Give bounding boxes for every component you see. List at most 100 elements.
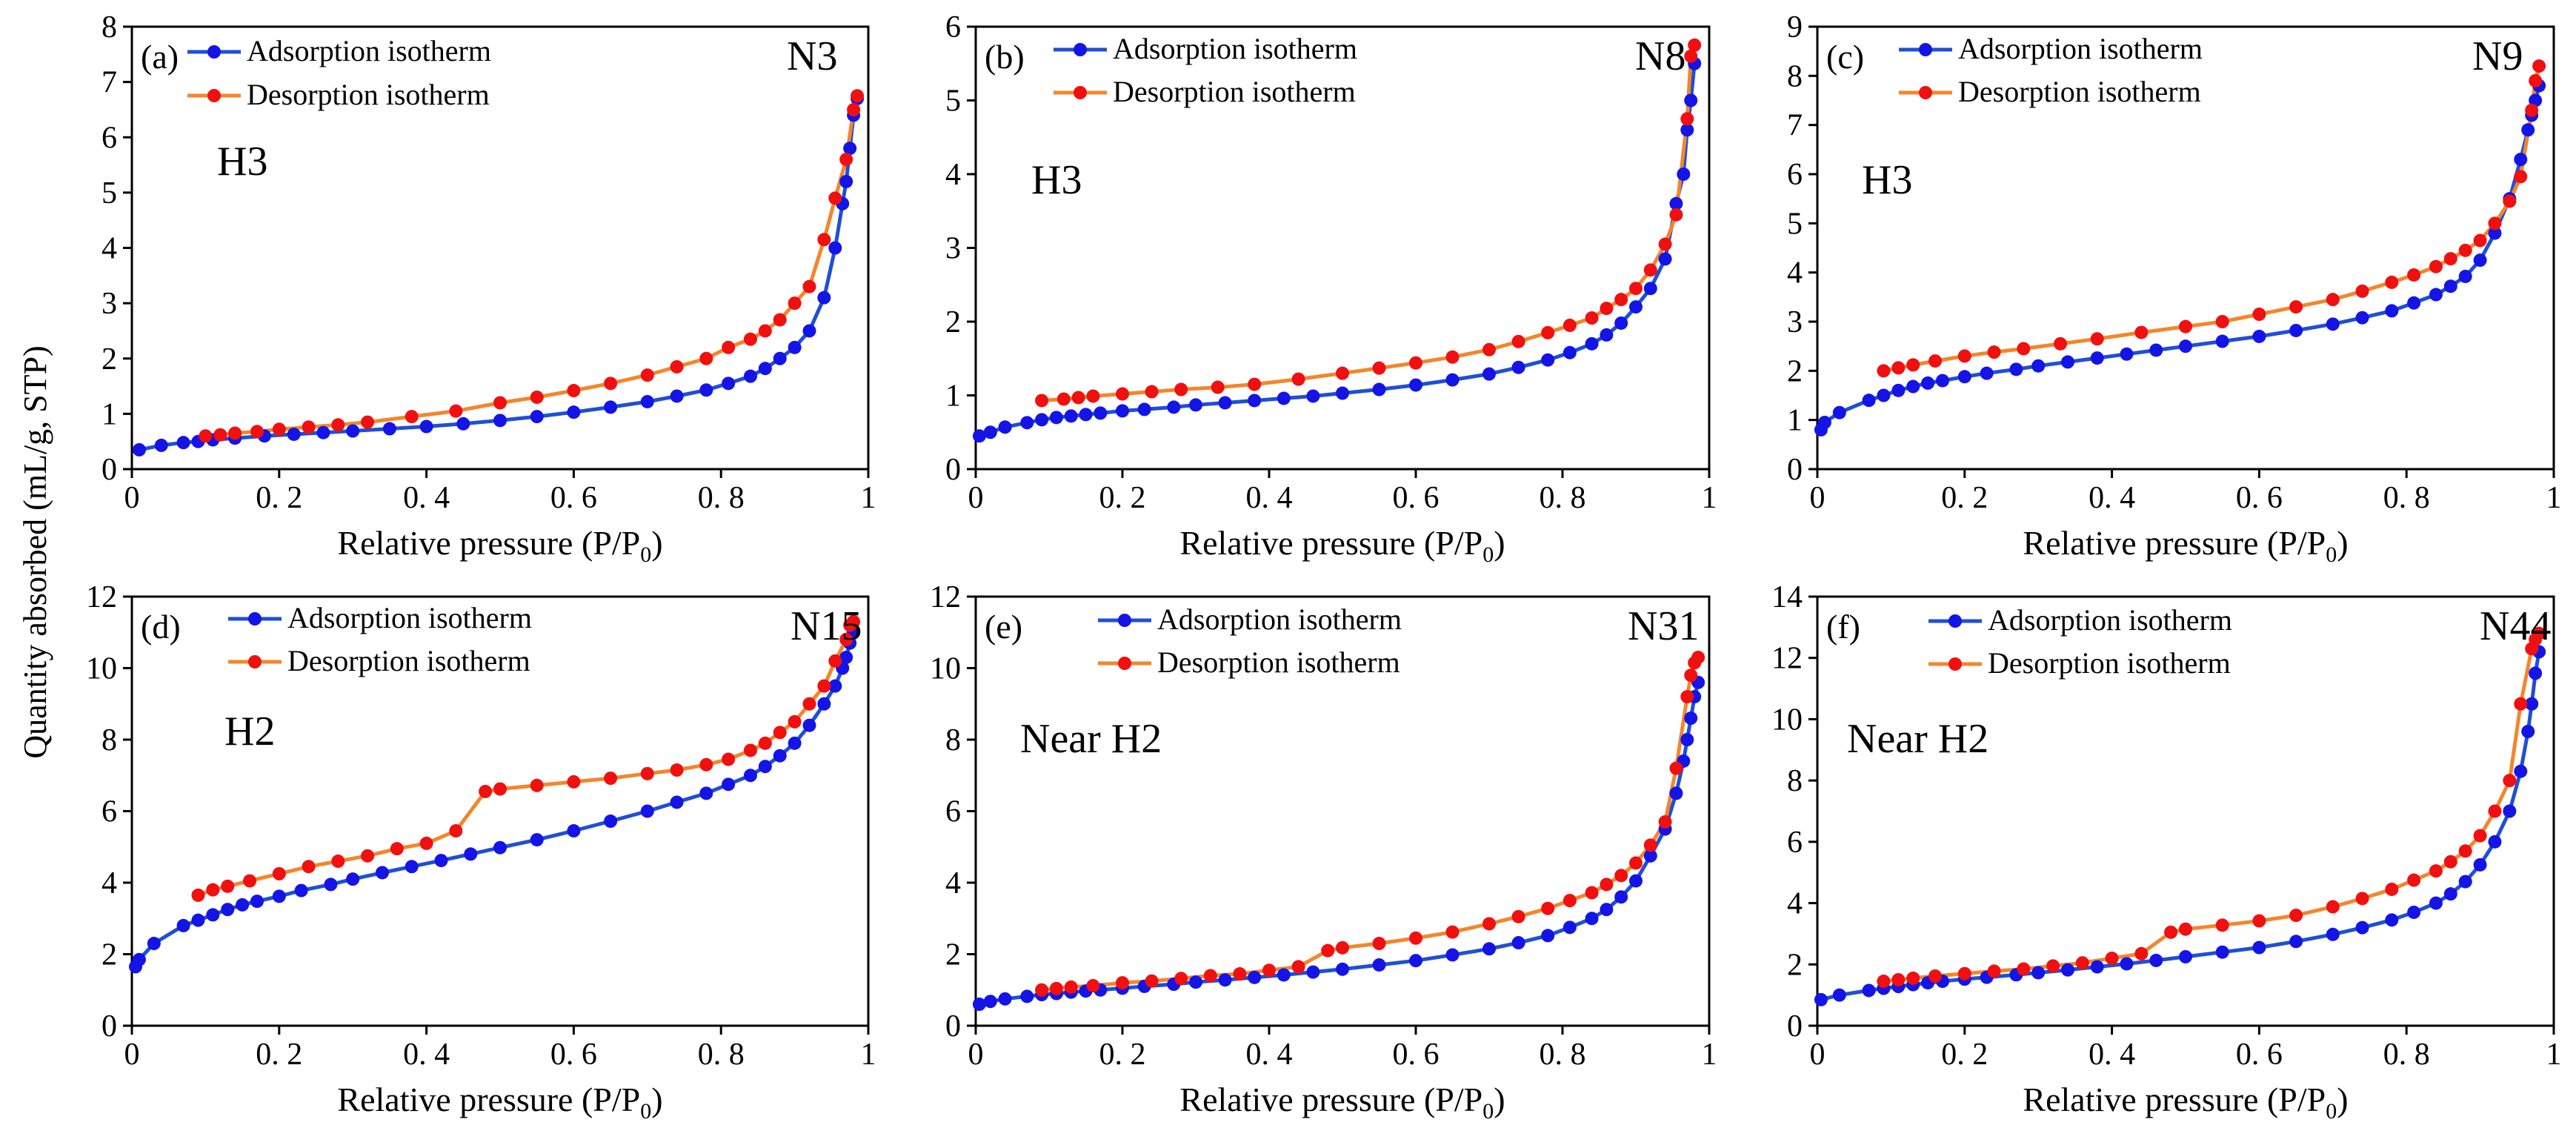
y-tick-label: 0 — [101, 1009, 117, 1044]
adsorption-point — [147, 937, 161, 951]
desorption-point — [2046, 959, 2060, 973]
adsorption-point — [1049, 411, 1063, 425]
desorption-point — [2164, 925, 2178, 939]
legend-adsorption-marker — [1919, 43, 1932, 56]
desorption-point — [302, 860, 316, 874]
adsorption-point — [2355, 920, 2369, 935]
desorption-point — [493, 782, 507, 796]
desorption-point — [243, 874, 257, 888]
x-tick-label: 0. 8 — [1540, 481, 1586, 515]
y-tick-label: 3 — [945, 232, 961, 266]
adsorption-point — [1511, 360, 1525, 374]
legend-desorption-label: Desorption isotherm — [1157, 646, 1400, 679]
desorption-point — [1688, 656, 1702, 670]
desorption-point — [1957, 966, 1971, 981]
figure-y-axis-label: Quantity absorbed (mL/g, STP) — [17, 345, 53, 758]
adsorption-point — [604, 814, 618, 829]
desorption-point — [199, 429, 213, 443]
x-axis-label: Relative pressure (P/P0) — [1179, 524, 1505, 567]
adsorption-point — [1306, 965, 1320, 979]
desorption-point — [2458, 243, 2472, 257]
desorption-point — [2385, 882, 2399, 896]
adsorption-point — [2407, 296, 2421, 310]
adsorption-point — [1189, 398, 1202, 412]
adsorption-point — [206, 908, 220, 922]
desorption-point — [2326, 900, 2340, 914]
desorption-point — [2443, 855, 2457, 869]
x-tick-label: 0. 2 — [1099, 1038, 1146, 1072]
adsorption-point — [2149, 343, 2163, 357]
desorption-point — [1562, 318, 1577, 332]
desorption-point — [2473, 233, 2487, 248]
desorption-point — [788, 714, 802, 729]
adsorption-point — [382, 422, 396, 436]
desorption-point — [1071, 391, 1085, 405]
desorption-point — [1511, 334, 1525, 348]
legend-desorption-label: Desorption isotherm — [1958, 75, 2201, 108]
desorption-point — [250, 425, 264, 439]
desorption-point — [2429, 864, 2443, 878]
legend-desorption-marker — [1074, 86, 1087, 99]
y-tick-label: 0 — [945, 1009, 961, 1044]
adsorption-point — [1372, 382, 1386, 397]
desorption-point — [1600, 302, 1614, 316]
x-tick-label: 1 — [2546, 481, 2562, 515]
adsorption-point — [530, 833, 544, 847]
desorption-point — [1445, 350, 1460, 364]
adsorption-point — [456, 417, 470, 431]
adsorption-point — [567, 405, 581, 419]
adsorption-point — [758, 760, 772, 774]
desorption-point — [1116, 976, 1129, 990]
adsorption-point — [2407, 905, 2421, 919]
desorption-point — [670, 763, 684, 777]
panel-label: (b) — [985, 38, 1025, 76]
panel-a-n3: 0 0. 2 0. 4 0. 6 0. 8 1 0 1 2 3 4 5 6 7 8 Relative pres… — [101, 10, 876, 567]
desorption-point — [1445, 925, 1460, 939]
adsorption-point — [2060, 355, 2074, 369]
desorption-point — [1585, 311, 1599, 325]
legend-desorption-marker — [1948, 657, 1962, 671]
adsorption-point — [2429, 896, 2443, 910]
desorption-point — [2017, 962, 2031, 976]
desorption-point — [773, 313, 787, 327]
y-tick-label: 4 — [945, 158, 961, 192]
desorption-point — [2503, 774, 2517, 788]
adsorption-point — [722, 376, 736, 391]
adsorption-point — [1189, 975, 1202, 989]
desorption-point — [1877, 364, 1891, 378]
y-tick-label: 6 — [101, 121, 117, 155]
y-tick-label: 8 — [945, 723, 961, 757]
y-tick-label: 4 — [101, 232, 117, 266]
desorption-point — [2252, 914, 2266, 928]
adsorption-point — [2120, 957, 2134, 971]
adsorption-point — [191, 913, 205, 927]
adsorption-point — [2503, 804, 2517, 818]
y-tick-label: 0 — [101, 453, 117, 487]
desorption-point — [361, 415, 375, 429]
desorption-point — [2407, 873, 2421, 887]
desorption-point — [1669, 761, 1683, 775]
adsorption-point — [1218, 396, 1232, 410]
adsorption-point — [2521, 123, 2535, 137]
desorption-point — [272, 422, 286, 437]
legend-adsorption-label: Adsorption isotherm — [1958, 32, 2203, 65]
desorption-point — [1669, 208, 1683, 222]
adsorption-point — [788, 736, 802, 750]
adsorption-point — [640, 804, 654, 818]
desorption-point — [2054, 336, 2068, 351]
adsorption-point — [1614, 316, 1628, 330]
adsorption-point — [2521, 724, 2535, 738]
desorption-point — [1372, 361, 1386, 375]
desorption-point — [699, 757, 713, 772]
x-tick-label: 0 — [1810, 481, 1826, 515]
desorption-point — [843, 618, 857, 632]
y-tick-label: 12 — [1771, 642, 1803, 676]
x-axis-label: Relative pressure (P/P0) — [2023, 1081, 2348, 1124]
adsorption-point — [1600, 903, 1614, 917]
adsorption-point — [828, 679, 842, 693]
desorption-point — [2407, 268, 2421, 282]
adsorption-point — [1277, 968, 1291, 982]
adsorption-point — [2120, 347, 2134, 361]
